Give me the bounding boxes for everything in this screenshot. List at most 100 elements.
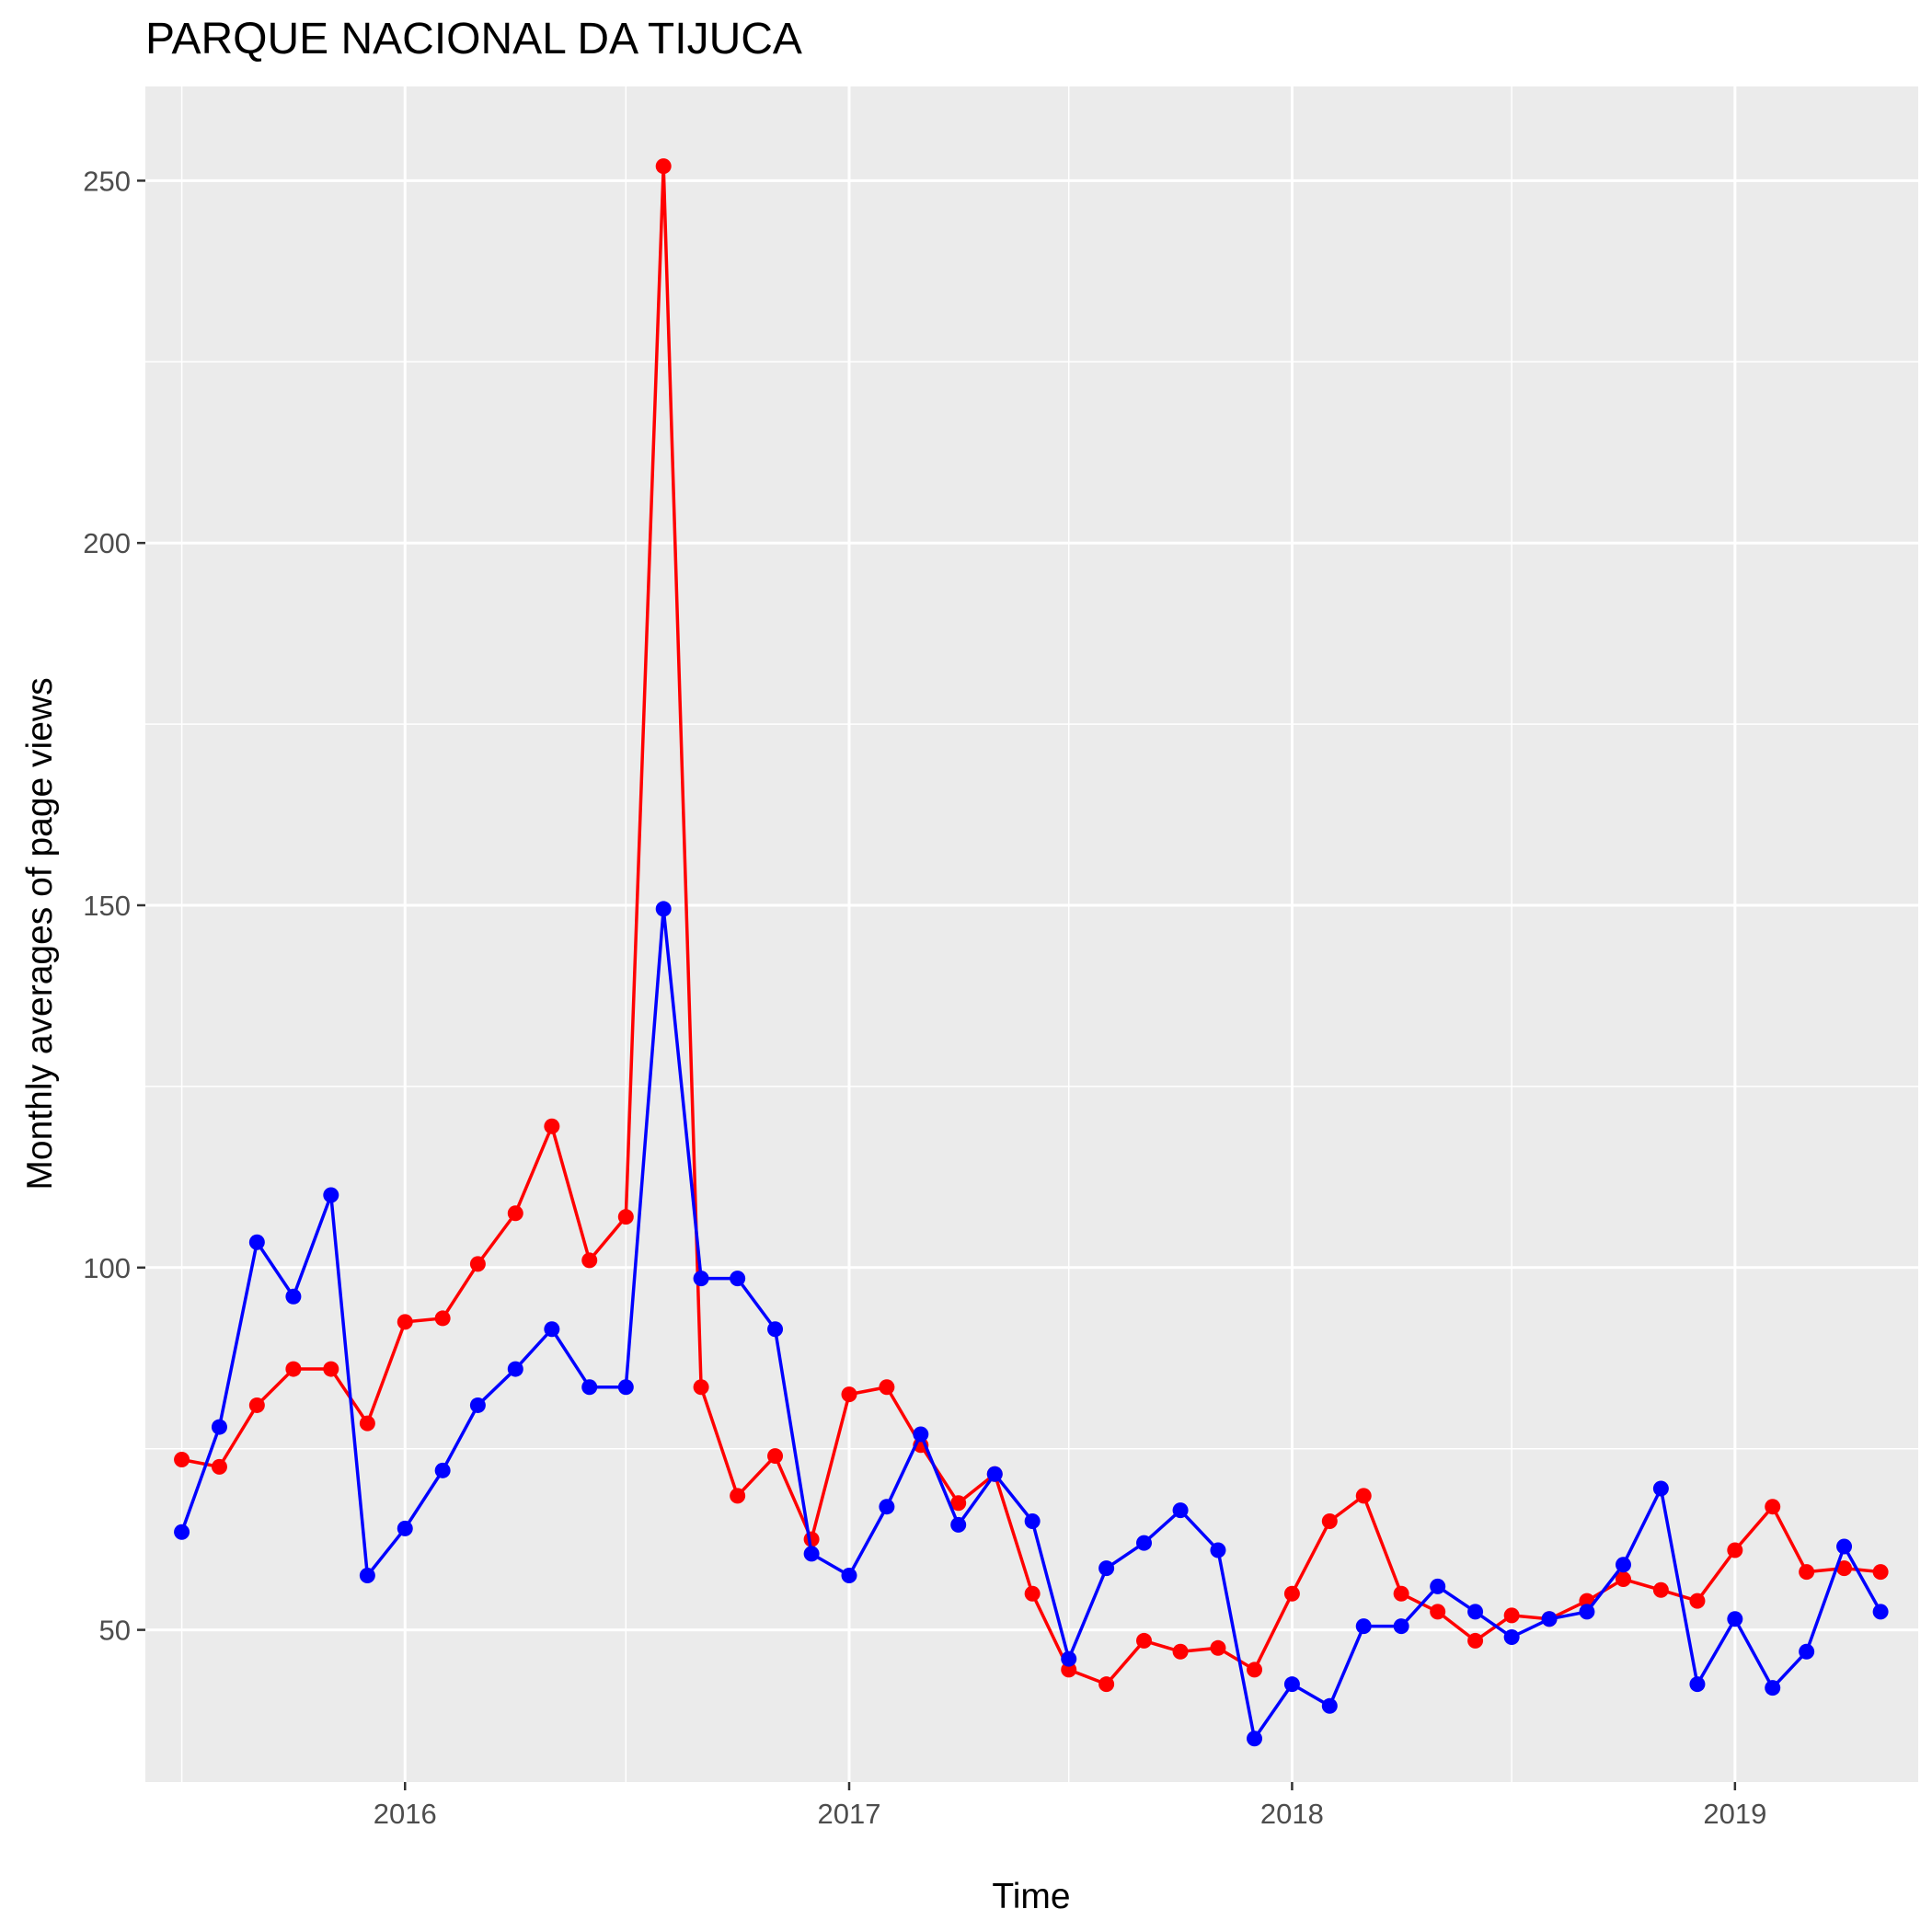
- data-point: [1652, 1480, 1669, 1497]
- data-point: [359, 1415, 375, 1432]
- data-point: [1098, 1560, 1115, 1577]
- data-point: [1836, 1538, 1853, 1555]
- data-point: [1393, 1585, 1409, 1602]
- data-point: [507, 1205, 523, 1222]
- data-point: [1210, 1542, 1226, 1558]
- data-point: [1799, 1564, 1815, 1581]
- data-point: [617, 1209, 634, 1225]
- data-point: [1836, 1560, 1853, 1577]
- data-point: [1172, 1502, 1189, 1519]
- data-point: [1872, 1604, 1889, 1620]
- data-point: [1393, 1618, 1409, 1635]
- data-point: [730, 1488, 746, 1504]
- data-point: [1172, 1643, 1189, 1660]
- data-point: [693, 1379, 709, 1396]
- data-point: [1503, 1607, 1520, 1624]
- data-point: [1727, 1542, 1743, 1558]
- data-point: [1765, 1680, 1781, 1696]
- data-point: [841, 1568, 857, 1584]
- data-point: [581, 1252, 598, 1269]
- data-point: [1615, 1570, 1631, 1587]
- gridlines: [145, 86, 1918, 1782]
- data-point: [1689, 1593, 1706, 1609]
- chart-title: PARQUE NACIONAL DA TIJUCA: [145, 15, 802, 63]
- data-point: [879, 1379, 895, 1396]
- data-point: [1210, 1639, 1226, 1656]
- series-layer: [174, 158, 1889, 1747]
- plot-panel: [145, 86, 1918, 1782]
- data-point: [1541, 1611, 1558, 1627]
- x-tick-label: 2019: [1703, 1798, 1766, 1830]
- x-tick-label: 2016: [374, 1798, 437, 1830]
- data-point: [1136, 1632, 1153, 1649]
- data-point: [1467, 1604, 1484, 1620]
- data-point: [617, 1379, 634, 1396]
- y-tick-label: 50: [99, 1615, 131, 1647]
- data-point: [359, 1568, 375, 1584]
- data-point: [581, 1379, 598, 1396]
- data-point: [913, 1426, 929, 1443]
- data-point: [950, 1516, 967, 1533]
- axes: 50 100 150 200 250 2016 2017 2018 2019: [83, 165, 1766, 1830]
- data-point: [1024, 1585, 1041, 1602]
- data-point: [655, 158, 672, 175]
- data-point: [1061, 1662, 1077, 1678]
- x-tick-label: 2018: [1260, 1798, 1324, 1830]
- data-point: [1430, 1604, 1446, 1620]
- data-point: [879, 1499, 895, 1515]
- data-point: [693, 1271, 709, 1287]
- data-point: [1136, 1535, 1153, 1551]
- data-point: [544, 1321, 560, 1338]
- y-axis-title: Monthly averages of page views: [20, 677, 60, 1190]
- data-point: [174, 1524, 190, 1540]
- data-point: [323, 1361, 339, 1377]
- data-point: [1355, 1488, 1372, 1504]
- data-point: [469, 1256, 486, 1272]
- data-point: [1321, 1697, 1338, 1714]
- data-point: [730, 1271, 746, 1287]
- data-point: [1689, 1676, 1706, 1693]
- data-point: [285, 1288, 302, 1305]
- data-point: [1727, 1611, 1743, 1627]
- data-point: [1503, 1628, 1520, 1645]
- y-tick-label: 100: [83, 1252, 131, 1284]
- x-axis-title: Time: [992, 1877, 1070, 1916]
- data-point: [767, 1448, 784, 1465]
- data-point: [1024, 1512, 1041, 1529]
- data-point: [507, 1361, 523, 1377]
- series-2: [174, 901, 1889, 1747]
- data-point: [1872, 1564, 1889, 1581]
- data-point: [803, 1546, 820, 1562]
- data-point: [1799, 1643, 1815, 1660]
- data-point: [211, 1458, 227, 1475]
- data-point: [323, 1187, 339, 1203]
- data-point: [248, 1234, 265, 1250]
- data-point: [544, 1118, 560, 1134]
- y-tick-label: 200: [83, 527, 131, 559]
- data-point: [1061, 1650, 1077, 1667]
- y-tick-label: 250: [83, 165, 131, 197]
- data-point: [1247, 1662, 1263, 1678]
- data-point: [1321, 1512, 1338, 1529]
- data-point: [1579, 1604, 1595, 1620]
- data-point: [469, 1397, 486, 1413]
- data-point: [1467, 1632, 1484, 1649]
- data-point: [434, 1462, 451, 1478]
- data-point: [1652, 1581, 1669, 1598]
- data-point: [1098, 1676, 1115, 1693]
- data-point: [986, 1466, 1003, 1482]
- data-point: [285, 1361, 302, 1377]
- data-point: [248, 1397, 265, 1413]
- data-point: [841, 1386, 857, 1403]
- data-point: [434, 1310, 451, 1327]
- data-point: [950, 1495, 967, 1512]
- data-point: [211, 1419, 227, 1435]
- data-point: [1283, 1676, 1300, 1693]
- data-point: [655, 901, 672, 917]
- x-tick-label: 2017: [818, 1798, 881, 1830]
- data-point: [767, 1321, 784, 1338]
- data-point: [1247, 1731, 1263, 1747]
- data-point: [1283, 1585, 1300, 1602]
- data-point: [1355, 1618, 1372, 1635]
